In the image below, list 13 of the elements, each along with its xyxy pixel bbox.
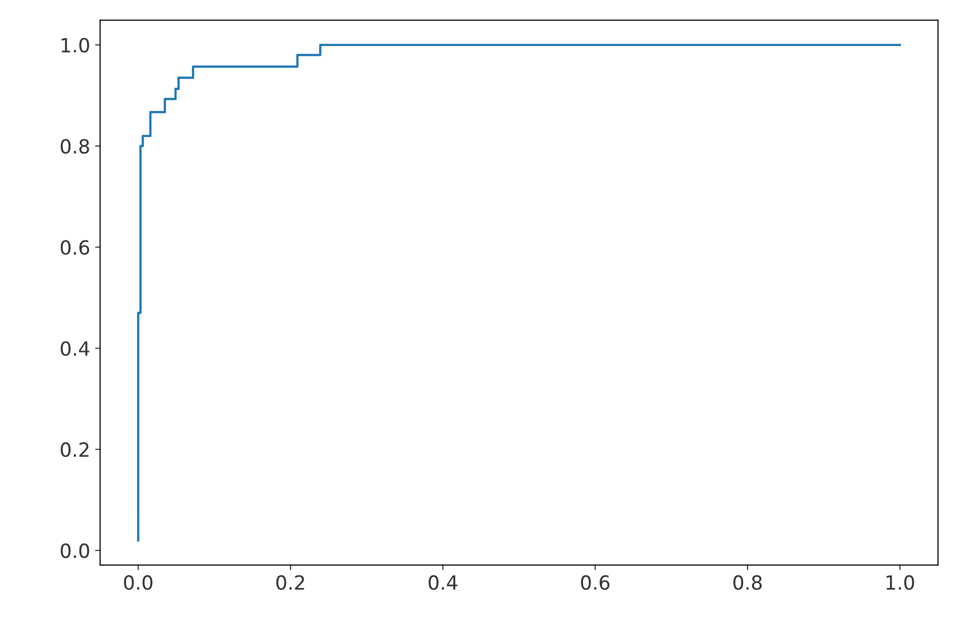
x-tick-label: 0.4 (428, 575, 458, 590)
y-tick-label: 1.0 (62, 38, 90, 53)
y-tick-label: 0.8 (60, 138, 90, 154)
x-tick-label: 0.6 (581, 575, 610, 590)
x-tick-label: 0.8 (733, 575, 762, 590)
x-tick-label: 0.0 (124, 575, 152, 590)
y-tick-label: 0.2 (60, 442, 88, 458)
y-tick-label: 0.0 (60, 543, 90, 558)
x-tick-label: 1.0 (886, 575, 914, 590)
y-tick-label: 0.4 (60, 341, 90, 356)
y-tick-label: 0.6 (60, 240, 90, 255)
line-series (137, 44, 902, 542)
x-tick-label: 0.2 (276, 575, 304, 590)
